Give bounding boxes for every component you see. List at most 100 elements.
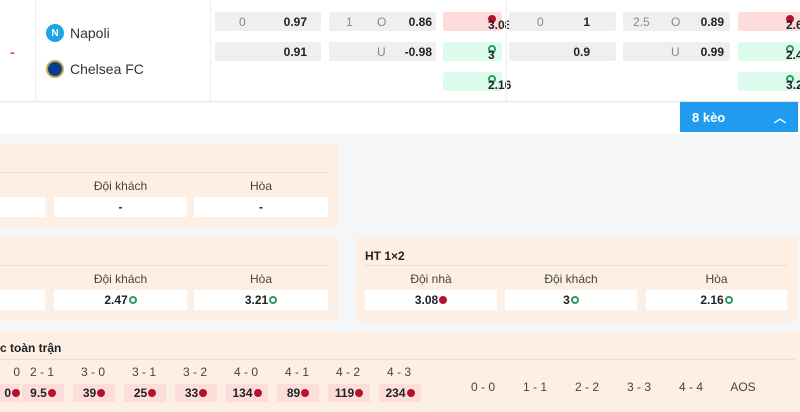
odd: 2.6 xyxy=(786,18,800,32)
odds-ft-draw[interactable]: 3.21 xyxy=(738,72,800,92)
home-team[interactable]: N Napoli xyxy=(46,24,110,42)
draw-odd-cell[interactable]: - xyxy=(194,197,328,217)
odd: 234 xyxy=(385,386,406,400)
draw-odd-cell[interactable]: 3.21 xyxy=(194,290,328,310)
odds-ht-home[interactable]: 3.08 xyxy=(443,12,511,32)
odd: 2.16 xyxy=(700,293,724,307)
score-label: 2 - 2 xyxy=(574,380,599,394)
trend-down-icon xyxy=(488,15,496,23)
trend-down-icon xyxy=(355,389,364,397)
odd: 3.21 xyxy=(244,293,269,307)
score-odd-cell[interactable]: 234 xyxy=(379,384,421,402)
line: 0 xyxy=(537,15,544,29)
trend-down-icon xyxy=(406,389,415,397)
odds-ou-under[interactable]: U -0.98 xyxy=(329,42,436,61)
score-label: 4 - 4 xyxy=(678,380,703,394)
odd: -0.98 xyxy=(404,45,432,59)
trend-up-icon xyxy=(488,75,496,83)
odds-ht-away[interactable]: 3 xyxy=(443,42,502,62)
odd: 0.9 xyxy=(573,45,590,59)
odds-handicap-away[interactable]: 0.91 xyxy=(215,42,321,61)
score-odd-cell[interactable]: 25 xyxy=(124,384,166,402)
odd: 0.99 xyxy=(700,45,724,59)
under-label: U xyxy=(377,45,386,59)
draw-odd-cell[interactable]: 2.16 xyxy=(646,290,787,310)
toolbar xyxy=(0,103,800,134)
odd: 2.47 xyxy=(786,48,800,62)
napoli-logo-icon: N xyxy=(46,24,64,42)
score-odd-cell[interactable]: 9.5 xyxy=(22,384,64,402)
home-odd-cell[interactable]: 3.08 xyxy=(365,290,497,310)
match-status: - xyxy=(10,44,15,60)
odds-ht-draw[interactable]: 2.16 xyxy=(443,72,511,92)
score-odd-cell[interactable]: 134 xyxy=(226,384,268,402)
away-odd-cell[interactable]: 2.47 xyxy=(54,290,187,310)
away-odd-cell[interactable]: 3 xyxy=(505,290,637,310)
away-label: Đội khách xyxy=(93,272,148,286)
score-label: 3 - 0 xyxy=(80,365,105,379)
odd: 3 xyxy=(488,48,495,62)
odd: 119 xyxy=(334,386,355,400)
more-odds-button[interactable]: 8 kèo ︿ xyxy=(680,102,798,132)
line: 1 xyxy=(346,15,353,29)
odd: 9.5 xyxy=(30,386,47,400)
odds-handicap-home[interactable]: 0 0.97 xyxy=(215,12,321,31)
score-odd-cell[interactable]: 39 xyxy=(73,384,115,402)
score-odd-cell[interactable]: 33 xyxy=(175,384,217,402)
odd: 3.08 xyxy=(414,293,439,307)
away-label: Đội khách xyxy=(544,272,598,286)
trend-down-icon xyxy=(439,296,448,304)
odds-ou2-under[interactable]: U 0.99 xyxy=(623,42,730,61)
away-team-name: Chelsea FC xyxy=(70,61,144,77)
trend-up-icon xyxy=(724,296,733,304)
trend-up-icon xyxy=(488,45,496,53)
odd: 3.21 xyxy=(786,78,800,92)
away-team[interactable]: Chelsea FC xyxy=(46,60,144,78)
score-label: 3 - 1 xyxy=(131,365,156,379)
away-label: Đội khách xyxy=(93,179,148,193)
home-odd-cell[interactable] xyxy=(0,290,45,310)
trend-up-icon xyxy=(786,75,794,83)
odd: 89 xyxy=(286,386,301,400)
over-label: O xyxy=(671,15,681,29)
odd: 39 xyxy=(82,386,97,400)
odd: 3.08 xyxy=(488,18,512,32)
odds-ou2-over[interactable]: 2.5 O 0.89 xyxy=(623,12,730,31)
trend-down-icon xyxy=(253,389,262,397)
score-label: 3 - 2 xyxy=(182,365,207,379)
odd: 0 xyxy=(4,386,11,400)
trend-down-icon xyxy=(301,389,310,397)
odds-ou-over[interactable]: 1 O 0.86 xyxy=(329,12,436,31)
score-odd-cell[interactable]: 119 xyxy=(328,384,370,402)
odd: 0.97 xyxy=(283,15,307,29)
chelsea-logo-icon xyxy=(46,60,64,78)
odd: 0.91 xyxy=(283,45,307,59)
odd: 0.89 xyxy=(700,15,724,29)
odd: - xyxy=(259,200,263,214)
teams-column: N Napoli Chelsea FC xyxy=(35,0,211,102)
trend-down-icon xyxy=(199,389,208,397)
market-panel-1: Đội khách Hòa - - xyxy=(0,143,338,227)
odds-handicap2-away[interactable]: 0.9 xyxy=(509,42,616,61)
draw-label: Hòa xyxy=(249,272,272,286)
chevron-up-icon: ︿ xyxy=(773,110,786,125)
score-odd-cell[interactable]: 0 xyxy=(0,384,20,402)
odd: 0.86 xyxy=(408,15,432,29)
odd: 2.16 xyxy=(488,78,512,92)
odd: 2.47 xyxy=(104,293,128,307)
trend-down-icon xyxy=(97,389,106,397)
home-odd-cell[interactable] xyxy=(0,197,45,217)
odds-ft-home[interactable]: 2.6 xyxy=(738,12,800,32)
away-odd-cell[interactable]: - xyxy=(54,197,187,217)
trend-down-icon xyxy=(47,389,56,397)
under-label: U xyxy=(671,45,680,59)
score-odd-cell[interactable]: 89 xyxy=(277,384,319,402)
odds-ft-away[interactable]: 2.47 xyxy=(738,42,800,62)
score-label: AOS xyxy=(730,380,756,394)
odd: 25 xyxy=(133,386,148,400)
over-label: O xyxy=(377,15,387,29)
odd: 1 xyxy=(583,15,590,29)
odd: 3 xyxy=(563,293,570,307)
score-label: 0 xyxy=(13,365,20,379)
